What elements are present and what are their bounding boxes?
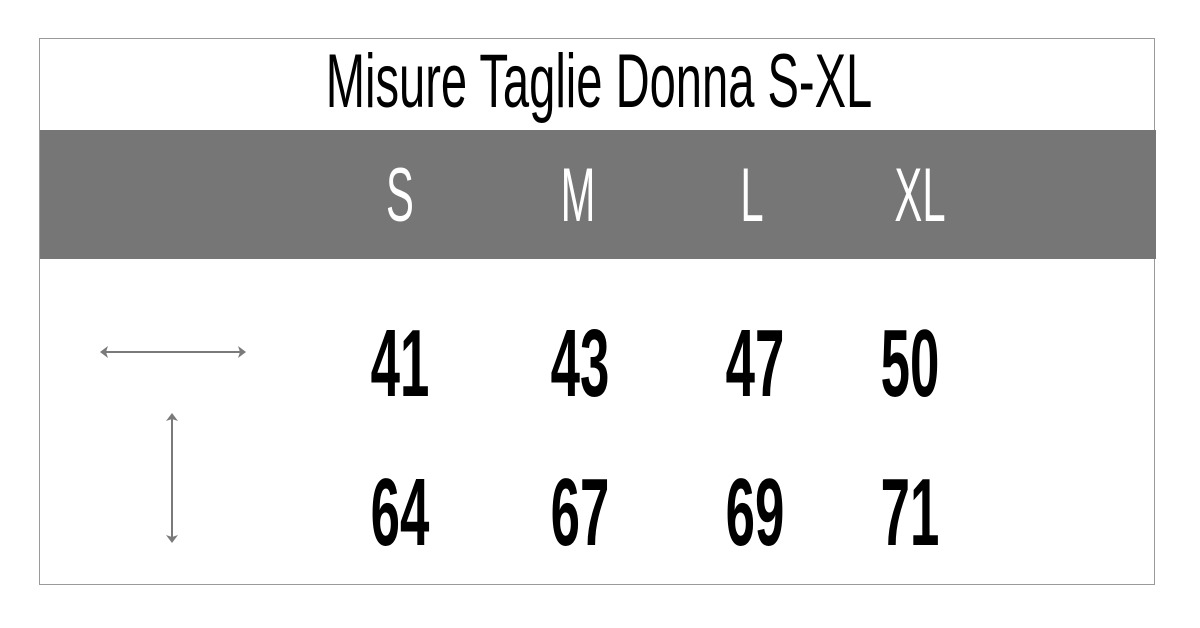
width-value-m: 43 — [550, 310, 610, 417]
length-value-s: 64 — [370, 459, 430, 566]
size-label-l: L — [740, 153, 764, 238]
chart-title: Misure Taglie Donna S-XL — [325, 39, 873, 124]
length-value-l: 69 — [725, 459, 785, 566]
length-value-xl: 71 — [880, 459, 940, 566]
size-header-band — [40, 130, 1156, 259]
size-label-m: M — [560, 153, 596, 238]
size-label-xl: XL — [894, 153, 946, 238]
length-value-m: 67 — [550, 459, 610, 566]
vertical-double-arrow-icon — [166, 413, 178, 543]
size-label-s: S — [386, 153, 414, 238]
width-value-s: 41 — [370, 310, 430, 417]
width-value-l: 47 — [725, 310, 785, 417]
width-value-xl: 50 — [880, 310, 940, 417]
horizontal-double-arrow-icon — [100, 346, 246, 358]
size-chart-frame — [39, 38, 1155, 585]
